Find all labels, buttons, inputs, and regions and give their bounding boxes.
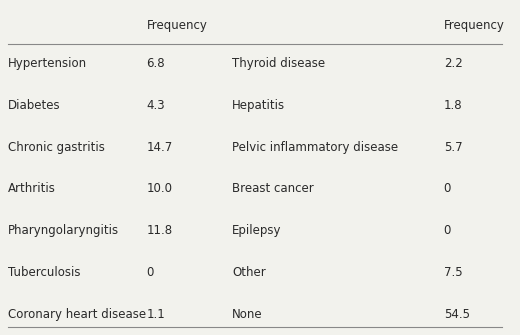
Text: 4.3: 4.3	[147, 99, 165, 112]
Text: 0: 0	[444, 224, 451, 237]
Text: 54.5: 54.5	[444, 308, 470, 321]
Text: Diabetes: Diabetes	[8, 99, 60, 112]
Text: None: None	[232, 308, 263, 321]
Text: 10.0: 10.0	[147, 183, 173, 195]
Text: 0: 0	[444, 183, 451, 195]
Text: Coronary heart disease: Coronary heart disease	[8, 308, 146, 321]
Text: 1.8: 1.8	[444, 99, 462, 112]
Text: Pelvic inflammatory disease: Pelvic inflammatory disease	[232, 141, 398, 154]
Text: Frequency: Frequency	[444, 19, 504, 32]
Text: Epilepsy: Epilepsy	[232, 224, 281, 237]
Text: Frequency: Frequency	[147, 19, 207, 32]
Text: Chronic gastritis: Chronic gastritis	[8, 141, 105, 154]
Text: Thyroid disease: Thyroid disease	[232, 57, 325, 70]
Text: 2.2: 2.2	[444, 57, 462, 70]
Text: Pharyngolaryngitis: Pharyngolaryngitis	[8, 224, 119, 237]
Text: Tuberculosis: Tuberculosis	[8, 266, 80, 279]
Text: Hypertension: Hypertension	[8, 57, 87, 70]
Text: Hepatitis: Hepatitis	[232, 99, 285, 112]
Text: 14.7: 14.7	[147, 141, 173, 154]
Text: 1.1: 1.1	[147, 308, 165, 321]
Text: Breast cancer: Breast cancer	[232, 183, 314, 195]
Text: Arthritis: Arthritis	[8, 183, 56, 195]
Text: 0: 0	[147, 266, 154, 279]
Text: Other: Other	[232, 266, 266, 279]
Text: 11.8: 11.8	[147, 224, 173, 237]
Text: 6.8: 6.8	[147, 57, 165, 70]
Text: 5.7: 5.7	[444, 141, 462, 154]
Text: 7.5: 7.5	[444, 266, 462, 279]
